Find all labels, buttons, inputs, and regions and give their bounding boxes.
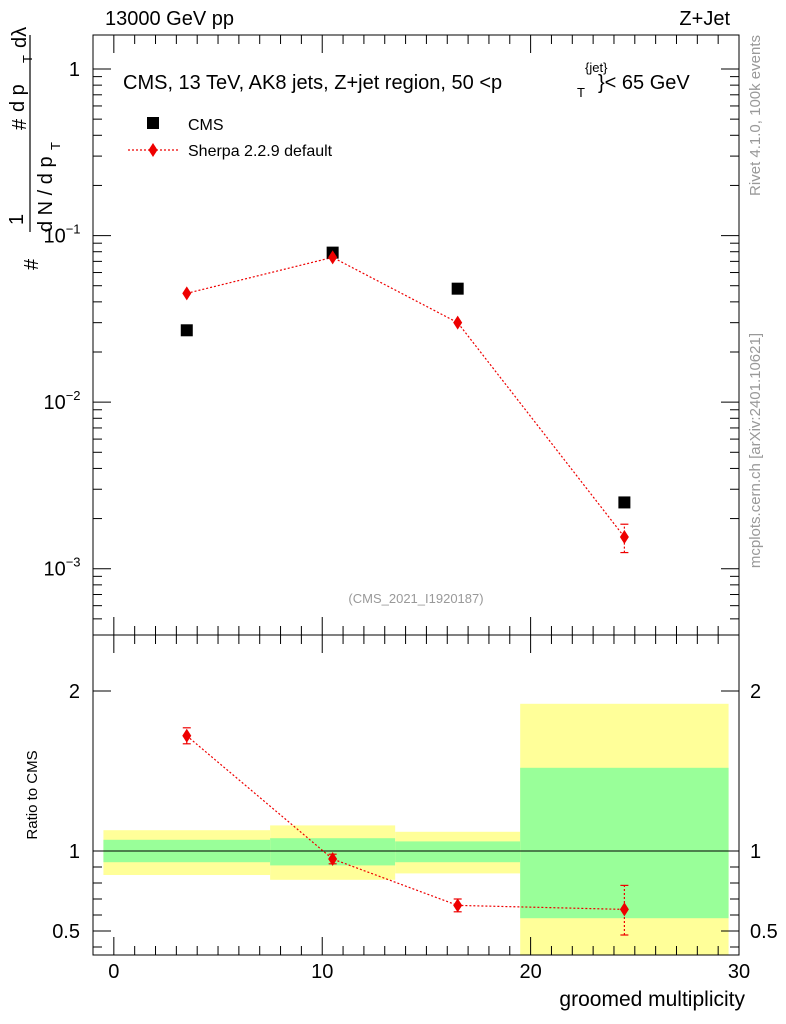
ratio-ytick-label: 2 bbox=[69, 681, 80, 703]
main-ylabel: # 1 d N / d p T # d2N d p T dλ bbox=[0, 27, 63, 270]
svg-text:T: T bbox=[20, 55, 35, 63]
sherpa-main-line bbox=[186, 256, 625, 538]
header-right-label: Z+Jet bbox=[679, 8, 730, 30]
main-ytick-label: 1 bbox=[69, 59, 80, 81]
xtick-label: 30 bbox=[728, 961, 750, 983]
sherpa-main-point bbox=[453, 315, 463, 330]
legend-sherpa-marker bbox=[148, 143, 158, 157]
sherpa-main-point bbox=[182, 286, 192, 301]
xtick-label: 0 bbox=[108, 961, 119, 983]
sherpa-main-point bbox=[328, 250, 338, 265]
sherpa-ratio-point bbox=[453, 898, 463, 913]
svg-text:d2N: d2N bbox=[0, 79, 3, 112]
main-title-superscript: {jet} bbox=[585, 60, 608, 75]
main-ytick-label: 10−3 bbox=[43, 555, 80, 581]
cms-data-point bbox=[618, 496, 631, 509]
ratio-ytick-label-right: 2 bbox=[750, 681, 761, 703]
ratio-inner-band bbox=[395, 841, 521, 863]
main-ytick-label: 10−2 bbox=[43, 388, 80, 414]
svg-text:d N / d p: d N / d p bbox=[35, 156, 57, 232]
ratio-ytick-label: 0.5 bbox=[52, 921, 80, 943]
sherpa-main-point bbox=[619, 530, 629, 545]
xtick-label: 20 bbox=[519, 961, 541, 983]
sherpa-ratio-point bbox=[619, 902, 629, 917]
ratio-panel: 0.5 0.5 1 1 2 2 0 10 20 30 Ratio to CMS groomed … bbox=[24, 634, 778, 1011]
ratio-inner-band bbox=[520, 767, 729, 919]
legend: CMS Sherpa 2.2.9 default bbox=[128, 117, 333, 160]
analysis-watermark: (CMS_2021_I1920187) bbox=[348, 591, 483, 606]
svg-text:#: # bbox=[9, 118, 31, 130]
cms-data-point bbox=[451, 282, 464, 295]
main-axis-ticks bbox=[92, 35, 740, 636]
mcplots-reference-label: mcplots.cern.ch [arXiv:2401.10621] bbox=[747, 333, 764, 568]
svg-text:#: # bbox=[21, 258, 43, 270]
sherpa-ratio-point bbox=[328, 852, 338, 866]
svg-text:dλ: dλ bbox=[9, 27, 31, 48]
ratio-frame bbox=[92, 634, 740, 956]
main-panel: 1 10−1 10−2 10−3 CMS, 13 TeV, AK8 jets, Z+j… bbox=[0, 27, 740, 636]
main-ytick-label: 10−1 bbox=[43, 222, 80, 248]
sherpa-ratio-line bbox=[186, 735, 625, 910]
rivet-version-label: Rivet 4.1.0, 100k events bbox=[747, 35, 764, 196]
main-title-tail: }< 65 GeV bbox=[598, 72, 690, 94]
legend-cms-label: CMS bbox=[188, 117, 224, 134]
ratio-ytick-label: 1 bbox=[69, 841, 80, 863]
ratio-axis-ticks bbox=[92, 635, 740, 955]
sherpa-ratio-point bbox=[182, 728, 192, 743]
xaxis-label: groomed multiplicity bbox=[559, 988, 745, 1011]
xtick-label: 10 bbox=[311, 961, 333, 983]
main-title: CMS, 13 TeV, AK8 jets, Z+jet region, 50 … bbox=[123, 72, 502, 94]
svg-text:d p: d p bbox=[7, 84, 29, 112]
svg-text:1: 1 bbox=[6, 214, 28, 225]
cms-data-point bbox=[180, 324, 193, 337]
ratio-ylabel: Ratio to CMS bbox=[24, 750, 41, 839]
header-left-label: 13000 GeV pp bbox=[105, 8, 234, 30]
ratio-ytick-label-right: 0.5 bbox=[750, 921, 778, 943]
ratio-ytick-label-right: 1 bbox=[750, 841, 761, 863]
legend-cms-marker bbox=[147, 117, 159, 129]
svg-text:T: T bbox=[48, 142, 63, 150]
main-title-subscript: T bbox=[577, 85, 585, 100]
legend-sherpa-label: Sherpa 2.2.9 default bbox=[188, 143, 333, 160]
